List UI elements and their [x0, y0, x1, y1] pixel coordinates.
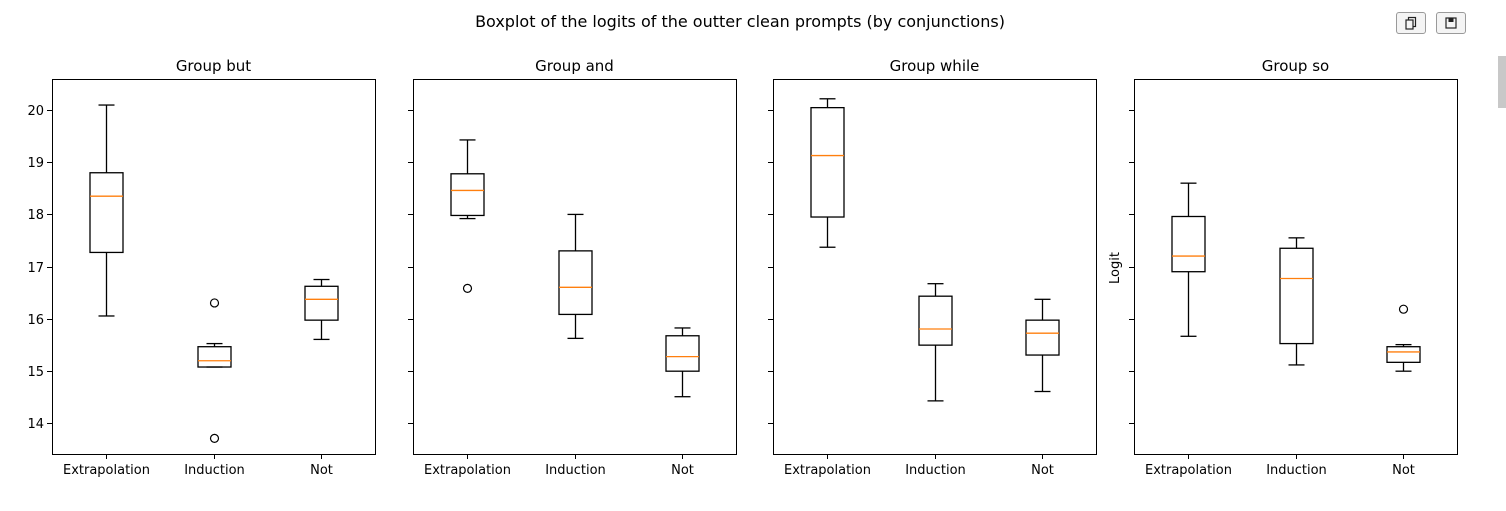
xtick-label: Extrapolation — [63, 463, 150, 478]
box — [665, 335, 700, 372]
box — [918, 295, 953, 346]
box — [304, 285, 339, 321]
xtick-label: Not — [1031, 463, 1054, 478]
ytick-label: 14 — [27, 417, 44, 432]
xtick-label: Extrapolation — [424, 463, 511, 478]
outlier-point — [1398, 304, 1409, 314]
xtick-label: Not — [310, 463, 333, 478]
axes-frame — [52, 79, 376, 455]
box — [1025, 319, 1060, 356]
ytick-label: 20 — [27, 104, 44, 119]
save-button[interactable] — [1436, 12, 1466, 34]
box — [89, 172, 124, 254]
xtick-label: Induction — [1266, 463, 1327, 478]
xtick-label: Not — [1392, 463, 1415, 478]
xtick-label: Induction — [905, 463, 966, 478]
subplot-0: Group but 14 15 16 17 18 19 20 Extrapolation Indu… — [27, 57, 376, 478]
axes-frame — [413, 79, 737, 455]
xtick-label: Induction — [184, 463, 245, 478]
subplot-2: Group while Extrapolation Induction Not — [768, 57, 1097, 478]
ylabel: Logit — [1108, 252, 1123, 284]
copy-icon — [1405, 16, 1417, 30]
scrollbar-thumb[interactable] — [1498, 56, 1506, 108]
ytick-label: 18 — [27, 208, 44, 223]
subplot-title: Group while — [890, 57, 980, 75]
xtick-label: Extrapolation — [784, 463, 871, 478]
xtick-label: Induction — [545, 463, 606, 478]
ytick-label: 17 — [27, 261, 44, 276]
box — [1279, 247, 1314, 345]
ytick-label: 15 — [27, 365, 44, 380]
subplot-title: Group but — [176, 57, 251, 75]
axes-frame — [1134, 79, 1458, 455]
box — [558, 250, 593, 316]
floppy-disk-icon — [1445, 17, 1457, 29]
box — [810, 106, 845, 218]
box — [1386, 346, 1421, 363]
outlier-point — [462, 283, 473, 293]
subplot-title: Group and — [535, 57, 614, 75]
ytick-label: 16 — [27, 313, 44, 328]
figure-title: Boxplot of the logits of the outter clea… — [475, 12, 1005, 31]
subplot-title: Group so — [1262, 57, 1329, 75]
ytick-label: 19 — [27, 156, 44, 171]
box — [1171, 215, 1206, 273]
subplot-3: Group so Logit Extrapolation Induction Not — [1108, 57, 1458, 478]
box — [197, 346, 232, 368]
outlier-point — [209, 433, 220, 443]
outlier-point — [209, 298, 220, 308]
subplot-1: Group and Extrapolation Induction Not — [408, 57, 737, 478]
xtick-label: Not — [671, 463, 694, 478]
xtick-label: Extrapolation — [1145, 463, 1232, 478]
box — [450, 173, 485, 217]
copy-button[interactable] — [1396, 12, 1426, 34]
